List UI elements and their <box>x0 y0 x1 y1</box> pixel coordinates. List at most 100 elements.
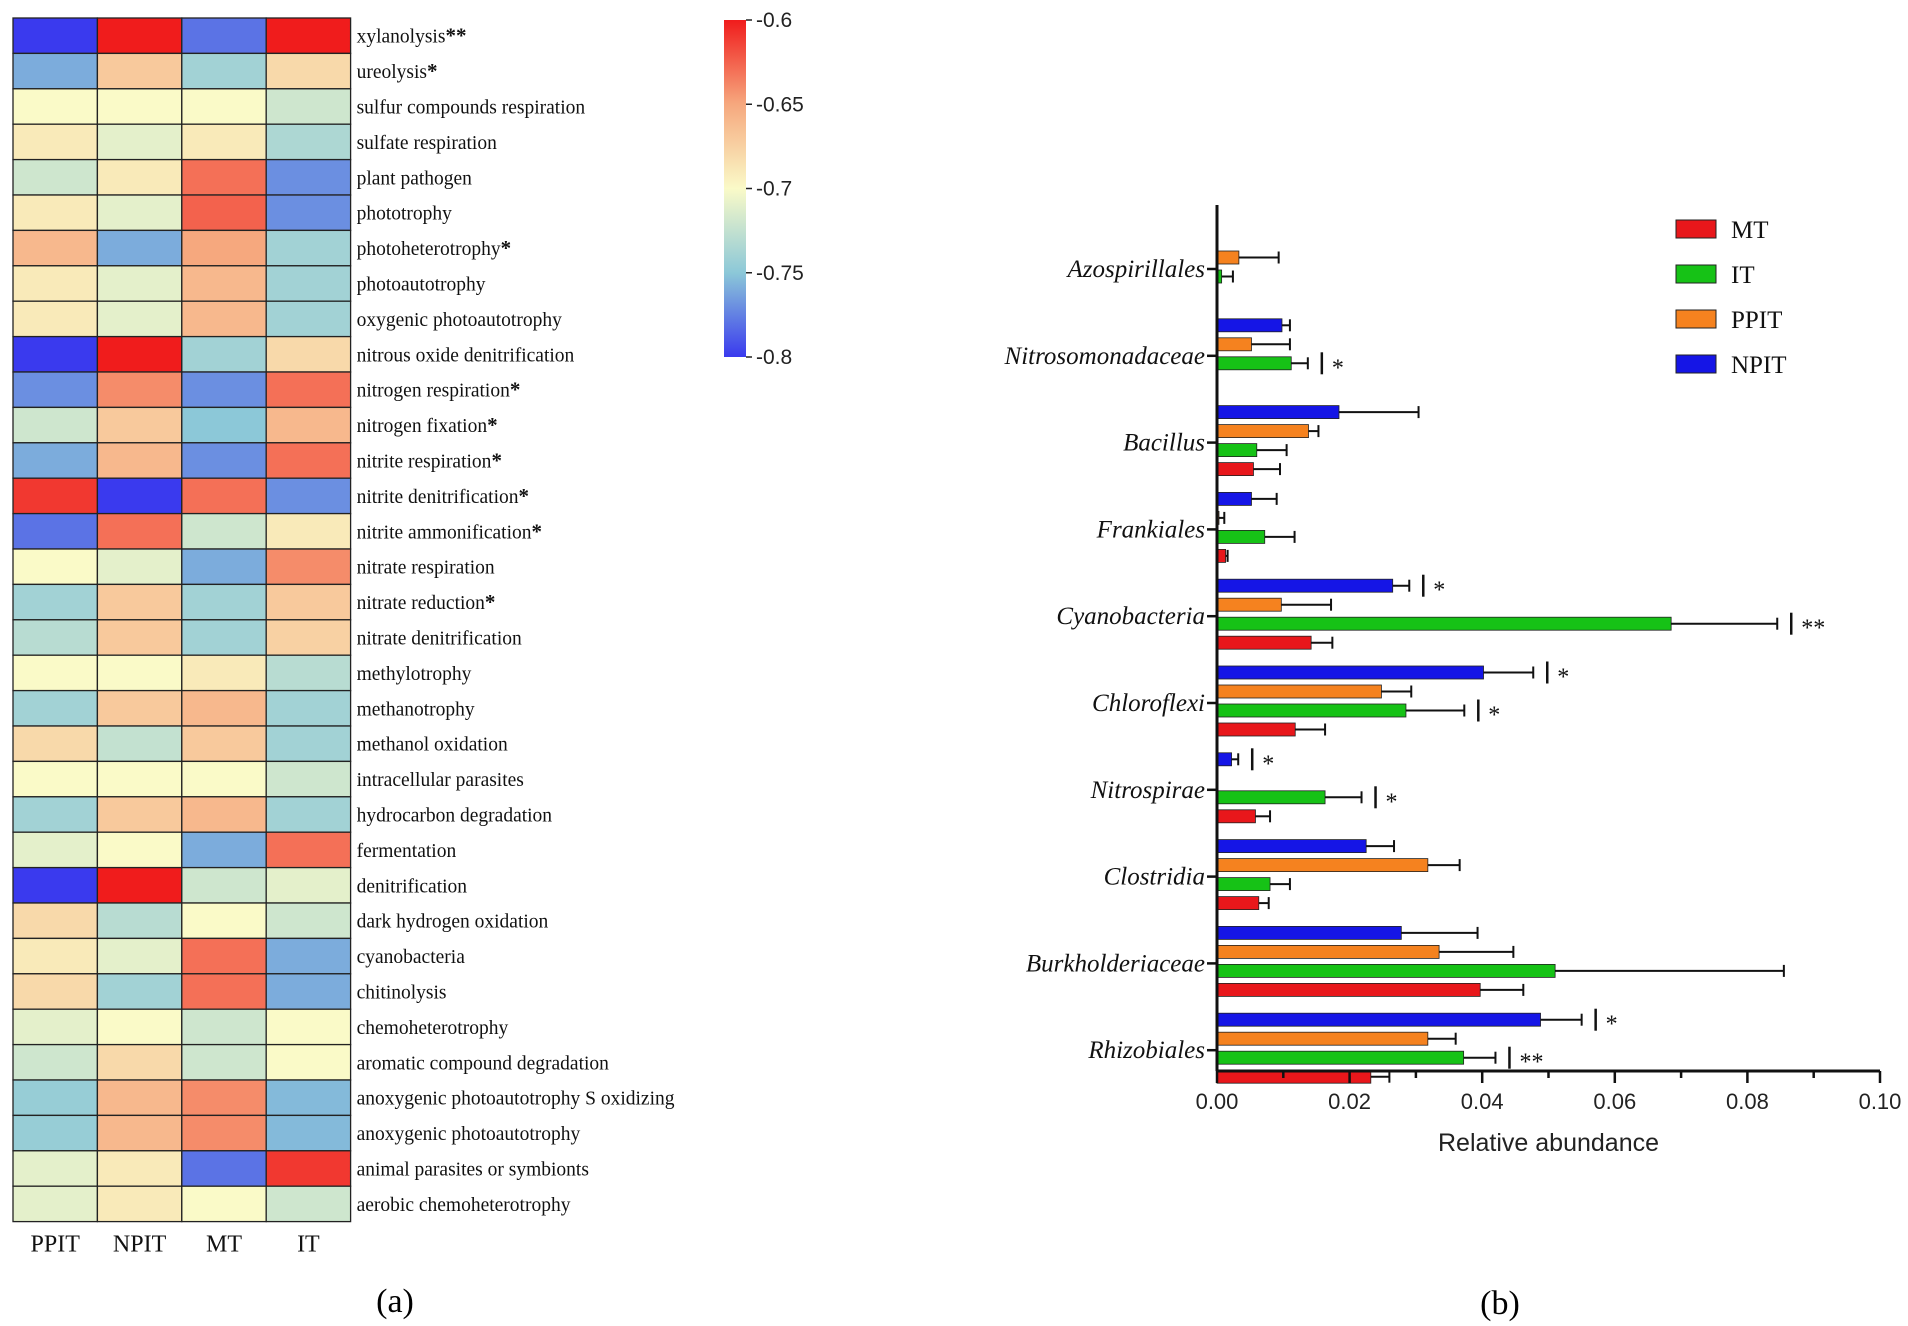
heatmap-cell-photoautotrophy-ppit <box>12 265 99 302</box>
heatmap-cell-fermentation-ppit <box>12 831 99 869</box>
heatmap-cell-sulfur-compounds-respiration-mt <box>181 88 267 125</box>
bar-rhizobiales-npit <box>1216 1012 1541 1027</box>
significance-label-rhizobiales-npit: * <box>1606 1012 1618 1038</box>
bar-frankiales-it <box>1216 530 1266 544</box>
category-label-frankiales: Frankiales <box>1096 516 1205 543</box>
heatmap-cell-photoheterotrophy-mt <box>181 229 267 267</box>
heatmap-cell-nitrite-respiration-ppit <box>12 442 99 479</box>
heatmap-cell-nitrogen-fixation-npit <box>96 406 183 444</box>
legend-swatch-ppit <box>1675 309 1717 329</box>
heatmap-cell-nitrite-denitrification-npit <box>96 477 183 515</box>
heatmap-cell-aromatic-compound-degradation-npit <box>96 1043 183 1081</box>
heatmap-cell-anoxygenic-photoautotrophy-s-oxidizing-mt <box>181 1079 267 1117</box>
row-label-denitrification: denitrification <box>357 876 468 897</box>
bar-burkholderiaceae-it <box>1216 964 1556 978</box>
x-tick-label: 0.02 <box>1328 1089 1371 1114</box>
heatmap-cell-xylanolysis-mt <box>181 17 267 55</box>
heatmap-cell-nitrite-respiration-npit <box>96 442 183 479</box>
bar-rhizobiales-ppit <box>1216 1031 1429 1046</box>
legend-swatch-npit <box>1675 354 1717 374</box>
heatmap-cell-photoautotrophy-it <box>265 265 352 302</box>
bar-chloroflexi-npit <box>1216 665 1484 680</box>
category-label-clostridia: Clostridia <box>1104 864 1205 891</box>
heatmap-cell-nitrite-respiration-it <box>265 442 352 479</box>
heatmap-cell-nitrate-denitrification-it <box>265 619 352 656</box>
heatmap-cell-phototrophy-npit <box>96 194 183 232</box>
heatmap-cell-aerobic-chemoheterotrophy-npit <box>96 1185 183 1223</box>
heatmap-panel: xylanolysis** ureolysis* sulfur compounds … <box>12 17 675 1258</box>
bar-chloroflexi-mt <box>1216 722 1296 737</box>
bar-rhizobiales-it <box>1216 1050 1465 1065</box>
category-label-burkholderiaceae: Burkholderiaceae <box>1026 950 1205 977</box>
heatmap-cell-anoxygenic-photoautotrophy-it <box>265 1114 352 1152</box>
significance-mark: * <box>485 590 496 614</box>
heatmap-cell-methanol-oxidation-ppit <box>12 725 99 763</box>
bar-clostridia-mt <box>1216 896 1260 910</box>
column-label-npit: NPIT <box>113 1232 167 1258</box>
heatmap-cell-denitrification-ppit <box>12 866 99 904</box>
heatmap-cell-anoxygenic-photoautotrophy-s-oxidizing-it <box>265 1079 352 1117</box>
heatmap-cell-cyanobacteria-npit <box>96 937 183 975</box>
row-label-intracellular-parasites: intracellular parasites <box>357 770 524 791</box>
row-label-photoautotrophy: photoautotrophy <box>357 275 486 296</box>
heatmap-cell-methanotrophy-ppit <box>12 689 99 727</box>
legend-swatch-it <box>1675 264 1717 284</box>
x-axis-title: Relative abundance <box>1438 1129 1659 1157</box>
heatmap-cell-nitrate-reduction-it <box>265 583 352 621</box>
bar-clostridia-it <box>1216 877 1271 891</box>
row-label-nitrogen-respiration: nitrogen respiration* <box>357 378 521 402</box>
heatmap-cell-animal-parasites-or-symbionts-ppit <box>12 1150 99 1187</box>
heatmap-cell-oxygenic-photoautotrophy-ppit <box>12 300 99 338</box>
bar-burkholderiaceae-mt <box>1216 983 1481 997</box>
significance-label-nitrospirae-it: * <box>1386 789 1398 815</box>
bar-nitrosomonadaceae-it <box>1216 356 1292 371</box>
heatmap-cell-plant-pathogen-mt <box>181 158 267 196</box>
row-label-methanotrophy: methanotrophy <box>357 699 475 720</box>
heatmap-cell-methanotrophy-it <box>265 689 352 727</box>
heatmap-cell-nitrogen-fixation-it <box>265 406 352 444</box>
heatmap-cell-anoxygenic-photoautotrophy-mt <box>181 1114 267 1152</box>
bar-bacillus-npit <box>1216 405 1340 420</box>
row-label-nitrite-respiration: nitrite respiration* <box>357 449 502 473</box>
row-label-cyanobacteria: cyanobacteria <box>357 947 466 968</box>
row-label-anoxygenic-photoautotrophy: anoxygenic photoautotrophy <box>357 1124 581 1145</box>
significance-label-nitrosomonadaceae-it: * <box>1332 355 1344 381</box>
heatmap-cell-xylanolysis-npit <box>96 17 183 55</box>
heatmap-cell-animal-parasites-or-symbionts-mt <box>181 1150 267 1187</box>
significance-label-cyanobacteria-it: ** <box>1801 616 1825 642</box>
heatmap-cell-oxygenic-photoautotrophy-npit <box>96 300 183 338</box>
row-label-dark-hydrogen-oxidation: dark hydrogen oxidation <box>357 912 549 933</box>
significance-mark: ** <box>445 24 466 48</box>
colorbar-tick-label: -0.6 <box>756 9 792 32</box>
heatmap-cell-methanotrophy-mt <box>181 689 267 727</box>
heatmap-cell-cyanobacteria-it <box>265 937 352 975</box>
row-label-nitrite-denitrification: nitrite denitrification* <box>357 484 529 508</box>
row-label-xylanolysis: xylanolysis** <box>357 24 467 48</box>
significance-label-chloroflexi-npit: * <box>1557 665 1569 691</box>
row-label-animal-parasites-or-symbionts: animal parasites or symbionts <box>357 1160 589 1181</box>
colorbar-gradient <box>724 20 746 357</box>
category-label-azospirillales: Azospirillales <box>1065 256 1205 283</box>
heatmap-cell-methanotrophy-npit <box>96 689 183 727</box>
bar-cyanobacteria-ppit <box>1216 597 1282 612</box>
heatmap-cell-intracellular-parasites-mt <box>181 760 267 798</box>
row-label-hydrocarbon-degradation: hydrocarbon degradation <box>357 806 553 827</box>
bar-cyanobacteria-it <box>1216 616 1672 631</box>
heatmap-cell-plant-pathogen-it <box>265 158 352 196</box>
significance-label-cyanobacteria-npit: * <box>1433 578 1445 604</box>
bar-bacillus-mt <box>1216 462 1254 477</box>
heatmap-cell-intracellular-parasites-ppit <box>12 760 99 798</box>
heatmap-cell-nitrous-oxide-denitrification-npit <box>96 335 183 373</box>
heatmap-cell-cyanobacteria-mt <box>181 937 267 975</box>
colorbar: -0.6 -0.65 -0.7 -0.75 -0.8 <box>724 9 804 369</box>
row-label-nitrite-ammonification: nitrite ammonification* <box>357 519 542 543</box>
legend-label-mt: MT <box>1731 217 1769 244</box>
row-label-sulfate-respiration: sulfate respiration <box>357 133 497 154</box>
heatmap-cell-nitrous-oxide-denitrification-mt <box>181 335 267 373</box>
heatmap-cell-nitrogen-fixation-ppit <box>12 406 99 444</box>
heatmap-cell-phototrophy-mt <box>181 194 267 232</box>
row-label-oxygenic-photoautotrophy: oxygenic photoautotrophy <box>357 310 563 331</box>
heatmap-cell-oxygenic-photoautotrophy-mt <box>181 300 267 338</box>
heatmap-cell-photoautotrophy-npit <box>96 265 183 302</box>
column-label-ppit: PPIT <box>31 1232 81 1258</box>
